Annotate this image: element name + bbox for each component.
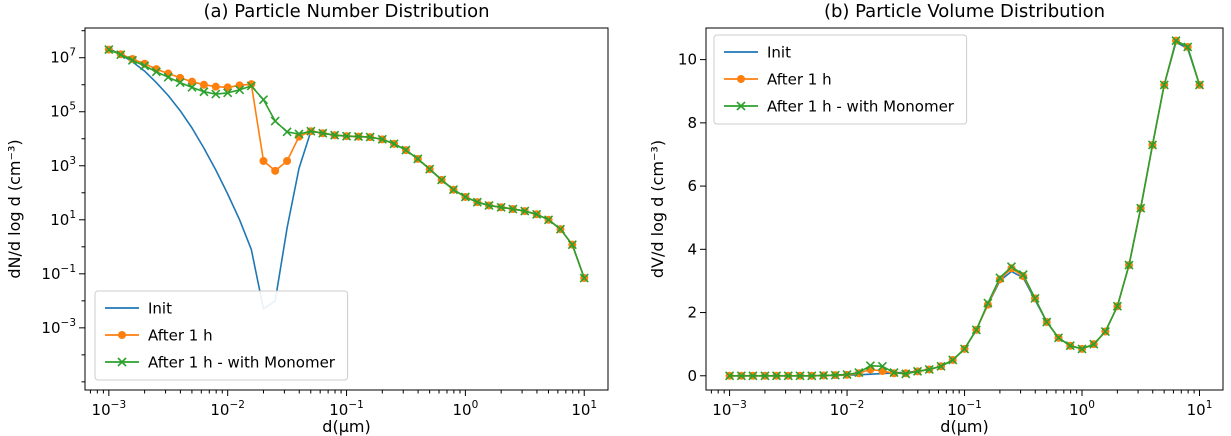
x-tick-label: 101: [571, 399, 597, 419]
y-axis-label: dN/d log d (cm⁻³): [5, 139, 24, 278]
y-tick-label: 10−3: [41, 317, 76, 337]
y-tick-label: 103: [50, 155, 76, 175]
x-axis-label: d(μm): [322, 417, 370, 436]
x-tick-label: 10−3: [712, 399, 747, 419]
legend-label-after-1-h-with-monomer: After 1 h - with Monomer: [767, 98, 955, 116]
legend-label-init: Init: [148, 300, 172, 318]
x-axis-label: d(μm): [940, 417, 988, 436]
legend-label-after-1-h: After 1 h: [767, 71, 832, 89]
x-tick-label: 101: [1187, 399, 1213, 419]
y-tick-label: 107: [50, 47, 76, 67]
x-tick-label: 100: [1069, 399, 1095, 419]
x-tick-label: 10−1: [329, 399, 364, 419]
y-tick-label: 2: [687, 304, 697, 322]
subplot-volume-distribution: 10−3 10−2 10−1 100 101 0 2 4 6 8 10 (b) Particle Vo…: [615, 0, 1230, 436]
plot-title: (a) Particle Number Distribution: [203, 1, 489, 22]
y-tick-label: 101: [50, 209, 76, 229]
series-markers-after-1-h-with-monomer: [104, 45, 589, 283]
x-tick-label: 10−3: [92, 399, 127, 419]
y-axis-label: dV/d log d (cm⁻³): [648, 140, 667, 278]
legend: Init After 1 h After 1 h - with Monomer: [713, 34, 968, 125]
plot-title: (b) Particle Volume Distribution: [824, 1, 1105, 22]
legend: Init After 1 h After 1 h - with Monomer: [94, 290, 349, 381]
chart-canvas-plot-b: 10−3 10−2 10−1 100 101 0 2 4 6 8 10 (b) Particle Vo…: [648, 1, 1224, 436]
x-tick-label: 100: [452, 399, 478, 419]
series-markers-after-1-h-with-monomer: [725, 36, 1205, 381]
y-tick-label: 10: [678, 51, 697, 69]
y-tick-label: 8: [687, 114, 697, 132]
ticks: [79, 30, 585, 396]
x-tick-label: 10−1: [947, 399, 982, 419]
legend-label-after-1-h: After 1 h: [148, 327, 213, 345]
chart-canvas-plot-a: 10−3 10−2 10−1 100 101 10−3 10−1 101 103 105 107 (a…: [5, 1, 609, 436]
x-tick-label: 10−2: [210, 399, 245, 419]
y-tick-label: 0: [687, 367, 697, 385]
ticks: [700, 59, 1201, 396]
x-tick-label: 10−2: [830, 399, 865, 419]
y-tick-label: 105: [50, 101, 76, 121]
y-tick-label: 10−1: [41, 263, 76, 283]
subplot-number-distribution: 10−3 10−2 10−1 100 101 10−3 10−1 101 103 105 107 (a…: [0, 0, 615, 436]
y-tick-label: 6: [687, 177, 697, 195]
legend-label-after-1-h-with-monomer: After 1 h - with Monomer: [148, 354, 336, 372]
legend-label-init: Init: [767, 44, 791, 62]
y-tick-label: 4: [687, 240, 697, 258]
